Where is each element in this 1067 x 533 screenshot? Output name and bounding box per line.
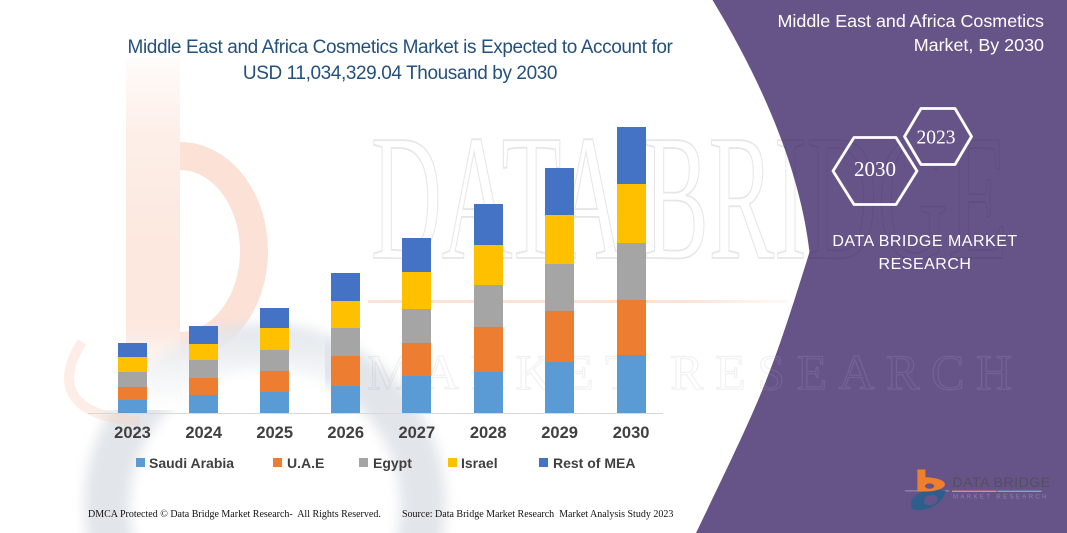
svg-text:2023: 2023	[917, 128, 956, 149]
svg-text:MARKET RESEARCH: MARKET RESEARCH	[953, 495, 1049, 501]
svg-text:MARKET RESEARCH: MARKET RESEARCH	[367, 344, 1012, 400]
svg-text:2030: 2030	[854, 157, 896, 181]
svg-text:DATA BRIDGE: DATA BRIDGE	[953, 474, 1051, 490]
